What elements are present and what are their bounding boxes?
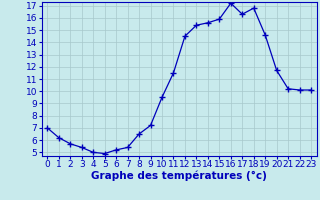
X-axis label: Graphe des températures (°c): Graphe des températures (°c) [91, 171, 267, 181]
